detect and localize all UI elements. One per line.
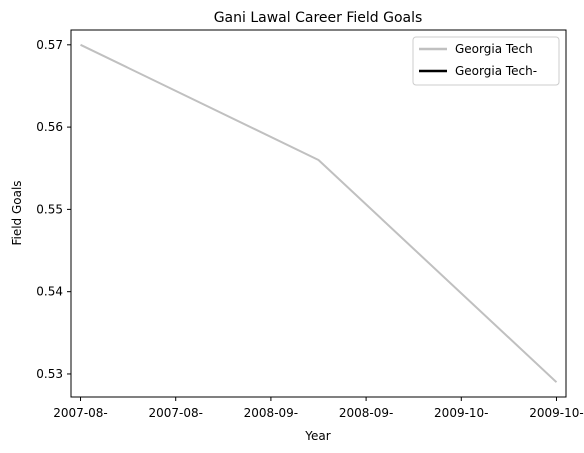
- y-tick-label: 0.56: [36, 120, 63, 134]
- legend-box: [412, 36, 560, 86]
- plot-frame: [70, 29, 567, 398]
- legend-label-georgia-tech: Georgia Tech: [455, 42, 533, 56]
- y-tick-label: 0.55: [36, 202, 63, 216]
- x-axis-ticks: 2007-08- 2007-08- 2008-09- 2008-09- 2009-10-…: [53, 397, 584, 420]
- y-tick-label: 0.57: [36, 38, 63, 52]
- x-tick-label: 2009-10-: [529, 406, 583, 420]
- legend-label-georgia-tech-dash: Georgia Tech-: [455, 64, 537, 78]
- x-tick-label: 2009-10-: [434, 406, 488, 420]
- series-line-georgia-tech: [80, 43, 558, 383]
- legend: Georgia Tech Georgia Tech-: [412, 36, 560, 86]
- plot-area: [71, 30, 566, 397]
- chart-title: Gani Lawal Career Field Goals: [214, 10, 423, 26]
- y-tick-label: 0.54: [36, 285, 63, 299]
- x-tick-label: 2007-08-: [148, 406, 202, 420]
- x-tick-label: 2008-09-: [244, 406, 298, 420]
- x-axis-label: Year: [304, 429, 330, 443]
- y-axis-label: Field Goals: [10, 180, 24, 245]
- x-tick-label: 2007-08-: [53, 406, 107, 420]
- y-axis-ticks: 0.53 0.54 0.55 0.56 0.57: [36, 38, 71, 381]
- x-tick-label: 2008-09-: [339, 406, 393, 420]
- series-layer: [80, 43, 558, 383]
- y-tick-label: 0.53: [36, 367, 63, 381]
